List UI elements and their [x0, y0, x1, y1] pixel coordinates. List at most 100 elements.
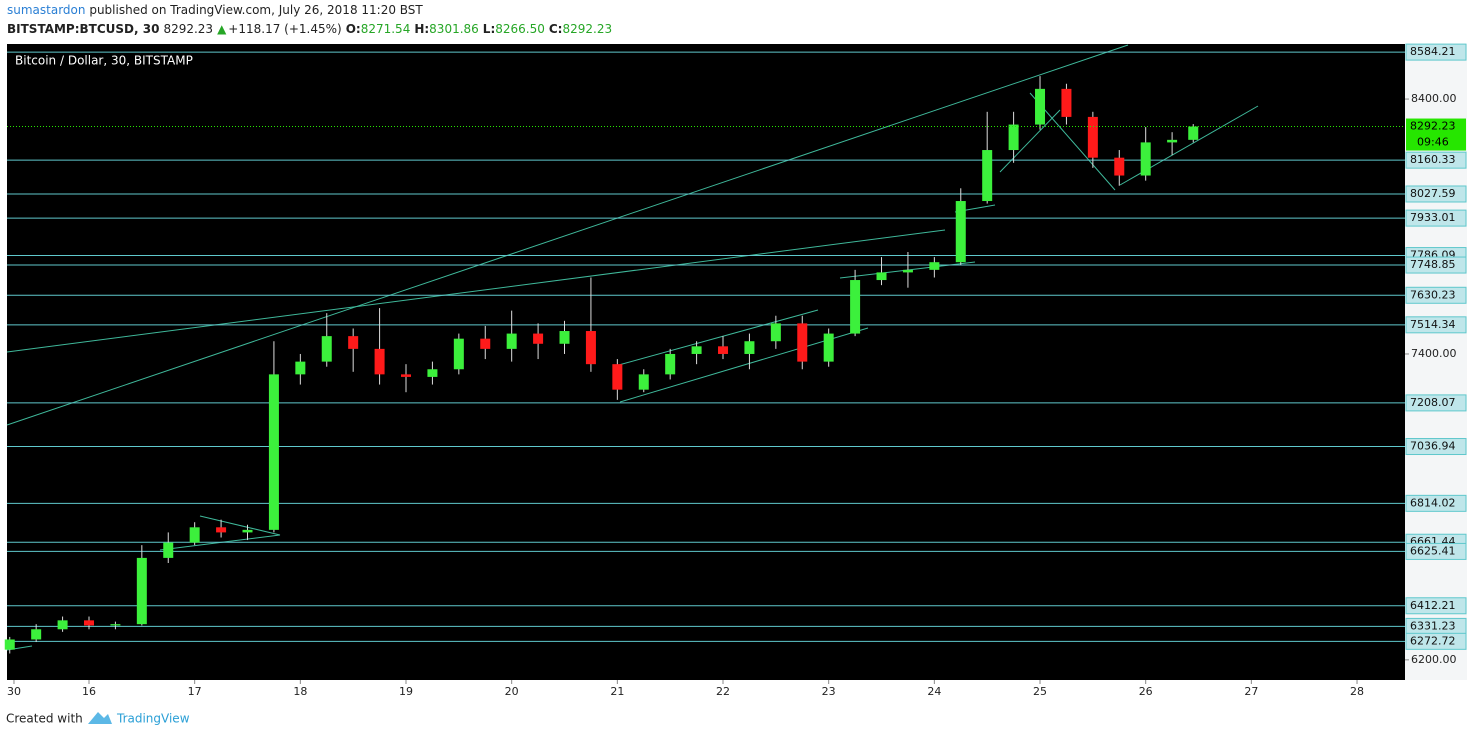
- candle-body: [4, 639, 15, 650]
- candle-body: [401, 374, 412, 377]
- logo: [88, 712, 112, 724]
- level-label: 8584.21: [1410, 45, 1456, 58]
- trend-line: [6, 229, 946, 353]
- candle-body: [83, 620, 94, 626]
- y-tick-label: 8400.00: [1411, 92, 1457, 105]
- trend-line: [199, 515, 281, 536]
- level-label: 6625.41: [1410, 544, 1456, 557]
- candle-body: [955, 201, 966, 263]
- level-label: 6331.23: [1410, 619, 1456, 632]
- candle-body: [110, 624, 121, 626]
- x-tick-label: 30: [7, 685, 21, 698]
- candle-body: [797, 323, 808, 362]
- change: +118.17 (+1.45%): [228, 22, 342, 36]
- candle-body: [295, 361, 306, 375]
- author-link[interactable]: sumastardon: [7, 3, 86, 17]
- candle-body: [559, 331, 570, 344]
- level-box: [1405, 185, 1467, 203]
- candle-body: [163, 542, 174, 558]
- y-tick-label: 6200.00: [1411, 653, 1457, 666]
- level-box: [1405, 316, 1467, 334]
- candle-body: [585, 331, 596, 365]
- candle-body: [31, 629, 42, 640]
- candle-body: [506, 333, 517, 349]
- footer-text: Created with: [6, 712, 83, 726]
- h-label: H:: [414, 22, 430, 36]
- l-value: 8266.50: [495, 22, 545, 36]
- candle-body: [691, 346, 702, 354]
- candle-body: [321, 336, 332, 362]
- candle-body: [665, 353, 676, 375]
- level-box: [1405, 394, 1467, 412]
- arrow: ▲: [217, 22, 227, 36]
- candle-body: [216, 527, 227, 533]
- y-tick-label: 7400.00: [1411, 347, 1457, 360]
- x-tick-label: 16: [82, 685, 96, 698]
- x-tick-label: 21: [610, 685, 624, 698]
- candle-body: [850, 280, 861, 334]
- candle-body: [902, 269, 913, 273]
- x-tick-label: 23: [822, 685, 836, 698]
- level-box: [1405, 494, 1467, 512]
- candle-body: [1167, 139, 1178, 143]
- candle-body: [480, 338, 491, 349]
- level-box: [1405, 256, 1467, 274]
- candle-body: [268, 374, 279, 530]
- level-label: 6412.21: [1410, 599, 1456, 612]
- level-label: 7208.07: [1410, 396, 1456, 409]
- chart-title: Bitcoin / Dollar, 30, BITSTAMP: [15, 54, 193, 68]
- candle-body: [1140, 142, 1151, 176]
- x-tick-label: 25: [1033, 685, 1047, 698]
- last-price-box: [1406, 118, 1466, 151]
- o-label: O:: [345, 22, 361, 36]
- level-box: [1405, 209, 1467, 227]
- candle-body: [348, 336, 359, 349]
- candle-body: [638, 374, 649, 390]
- level-label: 8027.59: [1410, 187, 1456, 200]
- candle-body: [770, 323, 781, 342]
- candle-body: [1061, 88, 1072, 117]
- candle-body: [876, 272, 887, 281]
- x-tick-label: 20: [505, 685, 519, 698]
- h-value: 8301.86: [429, 22, 479, 36]
- trend-line: [999, 109, 1061, 173]
- x-tick-label: 27: [1244, 685, 1258, 698]
- x-tick-label: 24: [927, 685, 941, 698]
- x-tick-label: 18: [293, 685, 307, 698]
- level-box: [1405, 43, 1467, 61]
- level-box: [1405, 286, 1467, 304]
- level-label: 7933.01: [1410, 211, 1456, 224]
- level-box: [1405, 597, 1467, 615]
- x-tick-label: 28: [1350, 685, 1364, 698]
- symbol: BITSTAMP:BTCUSD, 30: [7, 22, 160, 36]
- candle-body: [823, 333, 834, 362]
- candle-body: [1188, 126, 1199, 140]
- footer-brand[interactable]: TradingView: [116, 712, 190, 726]
- x-tick-label: 22: [716, 685, 730, 698]
- level-box: [1405, 632, 1467, 650]
- level-label: 7748.85: [1410, 258, 1456, 271]
- candle-body: [1114, 157, 1125, 176]
- c-value: 8292.23: [562, 22, 613, 36]
- candle-body: [136, 557, 147, 625]
- candle-body: [929, 262, 940, 270]
- candle-body: [427, 369, 438, 377]
- x-tick-label: 26: [1139, 685, 1153, 698]
- level-box: [1405, 542, 1467, 560]
- level-label: 8160.33: [1410, 153, 1456, 166]
- last-price-label: 8292.23: [1410, 120, 1456, 133]
- candle-body: [612, 364, 623, 390]
- level-label: 7036.94: [1410, 440, 1456, 453]
- candle-body: [57, 620, 68, 630]
- candle-body: [533, 333, 544, 344]
- trend-line: [6, 44, 1129, 426]
- candle-body: [982, 150, 993, 202]
- level-label: 6814.02: [1410, 496, 1456, 509]
- candle-body: [718, 346, 729, 354]
- candle-body: [1087, 116, 1098, 158]
- countdown: 09:46: [1417, 136, 1449, 149]
- candle-body: [374, 348, 385, 375]
- c-label: C:: [548, 22, 563, 36]
